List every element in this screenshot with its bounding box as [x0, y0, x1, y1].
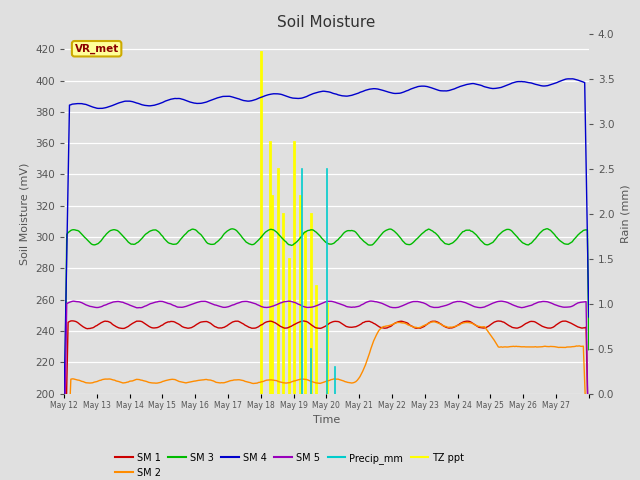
- Title: Soil Moisture: Soil Moisture: [277, 15, 376, 30]
- Y-axis label: Soil Moisture (mV): Soil Moisture (mV): [20, 162, 29, 265]
- Y-axis label: Rain (mm): Rain (mm): [620, 184, 630, 243]
- Legend: SM 1, SM 2, SM 3, SM 4, SM 5, Precip_mm, TZ ppt: SM 1, SM 2, SM 3, SM 4, SM 5, Precip_mm,…: [111, 449, 468, 480]
- Text: VR_met: VR_met: [74, 44, 119, 54]
- X-axis label: Time: Time: [313, 415, 340, 425]
